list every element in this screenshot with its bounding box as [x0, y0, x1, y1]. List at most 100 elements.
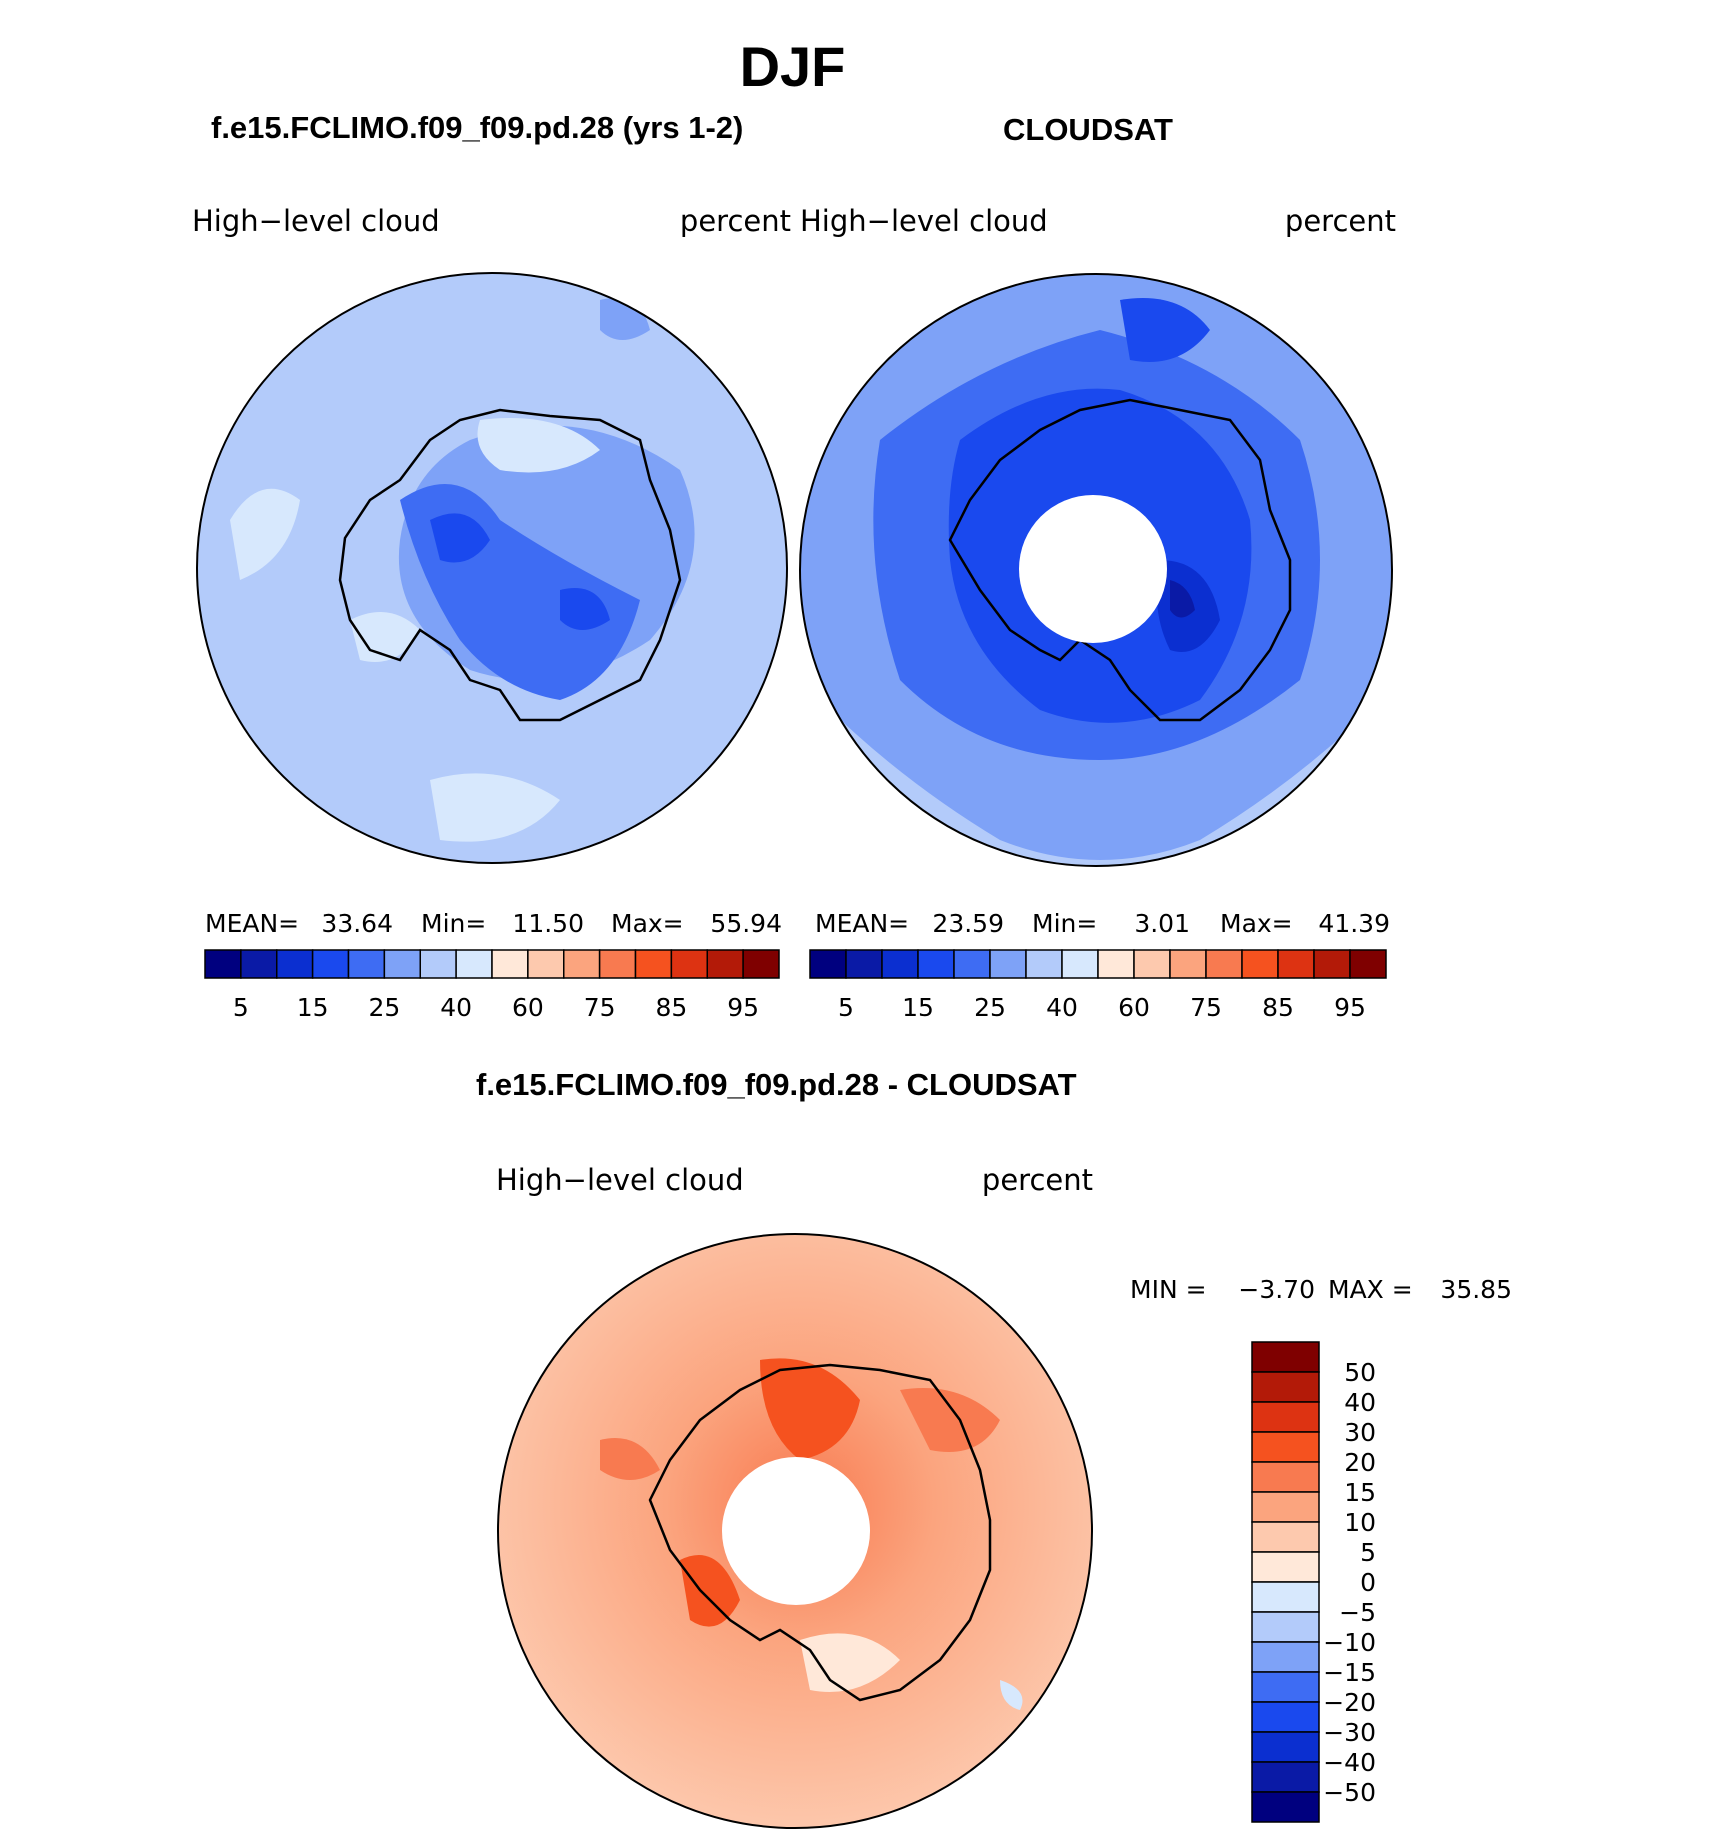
panel3-map — [497, 1233, 1093, 1829]
panel1-colorbar-swatch — [204, 949, 242, 979]
panel1-colorbar: 5 15 25 40 60 75 85 95 — [204, 949, 780, 1022]
panel1-colorbar-swatch — [706, 949, 744, 979]
panel1-mean-value: 33.64 — [321, 909, 393, 938]
panel3-colorbar-swatch — [1251, 1491, 1320, 1523]
panel3-colorbar-tick-label: −20 — [1323, 1688, 1376, 1717]
panel1-colorbar-tick-label: 15 — [297, 993, 329, 1022]
panel2-left-label: High−level cloud — [800, 204, 1048, 238]
panel3-colorbar-swatch — [1251, 1611, 1320, 1643]
panel3-colorbar-swatch — [1251, 1521, 1320, 1553]
panel1-title: f.e15.FCLIMO.f09_f09.pd.28 (yrs 1-2) — [211, 110, 744, 145]
panel1-map — [196, 272, 788, 864]
panel3-colorbar-swatch — [1251, 1581, 1320, 1613]
panel1-min-label: Min= — [421, 909, 486, 938]
panel1-right-label: percent — [680, 204, 791, 238]
panel2-colorbar-tick-label: 5 — [838, 993, 854, 1022]
panel1-max-label: Max= — [611, 909, 684, 938]
panel3-colorbar-swatch — [1251, 1431, 1320, 1463]
panel1-left-label: High−level cloud — [192, 204, 440, 238]
panel2-max-value: 41.39 — [1318, 909, 1390, 938]
panel2-colorbar-tick-label: 25 — [974, 993, 1006, 1022]
panel3-colorbar-swatch — [1251, 1551, 1320, 1583]
panel2-colorbar-swatch — [1025, 949, 1063, 979]
panel3-colorbar-swatch — [1251, 1371, 1320, 1403]
panel1-colorbar-swatch — [634, 949, 673, 979]
panel2-colorbar-swatch — [917, 949, 955, 979]
panel3-colorbar-tick-label: 50 — [1344, 1358, 1376, 1387]
panel1-colorbar-swatch — [527, 949, 565, 979]
panel1-colorbar-swatch — [419, 949, 457, 979]
panel1-colorbar-swatch — [598, 949, 637, 979]
panel1-colorbar-swatch — [347, 949, 386, 979]
panel1-colorbar-tick-label: 85 — [655, 993, 687, 1022]
panel1-colorbar-tick-label: 75 — [584, 993, 616, 1022]
panel3-colorbar-tick-label: 10 — [1344, 1508, 1376, 1537]
panel3-min-label: MIN = — [1130, 1275, 1207, 1304]
panel1-colorbar-tick-label: 40 — [440, 993, 472, 1022]
panel2-colorbar-swatch — [845, 949, 883, 979]
panel1-colorbar-swatch — [383, 949, 421, 979]
panel2-colorbar-swatch — [1349, 949, 1387, 979]
panel3-left-label: High−level cloud — [496, 1163, 744, 1197]
panel3-colorbar-tick-label: 15 — [1344, 1478, 1376, 1507]
panel3-colorbar-tick-label: −5 — [1339, 1598, 1376, 1627]
panel1-colorbar-swatch — [311, 949, 350, 979]
panel3-colorbar-swatch — [1251, 1791, 1320, 1823]
panel1-colorbar-swatch — [240, 949, 278, 979]
panel2-colorbar-swatch — [1205, 949, 1243, 979]
panel3-colorbar-swatch — [1251, 1401, 1320, 1433]
panel3-max-label: MAX = — [1328, 1275, 1413, 1304]
panel1-colorbar-swatch — [491, 949, 529, 979]
panel3-right-label: percent — [982, 1163, 1093, 1197]
panel1-colorbar-swatch — [455, 949, 493, 979]
panel2-colorbar-swatch — [1241, 949, 1279, 979]
panel3-colorbar-tick-label: −15 — [1323, 1658, 1376, 1687]
panel2-colorbar-tick-label: 95 — [1334, 993, 1366, 1022]
panel3-colorbar-tick-label: −10 — [1323, 1628, 1376, 1657]
panel2-colorbar-swatch — [1133, 949, 1171, 979]
panel2-title: CLOUDSAT — [1003, 112, 1173, 147]
panel2-colorbar-swatch — [1169, 949, 1207, 979]
panel2-colorbar-tick-label: 60 — [1118, 993, 1150, 1022]
panel2-map — [799, 273, 1393, 867]
panel2-right-label: percent — [1285, 204, 1396, 238]
panel3-title: f.e15.FCLIMO.f09_f09.pd.28 - CLOUDSAT — [476, 1067, 1077, 1102]
panel1-mean-label: MEAN= — [205, 909, 299, 938]
panel2-colorbar-swatch — [881, 949, 919, 979]
panel1-colorbar-swatch — [276, 949, 314, 979]
panel2-colorbar-tick-label: 75 — [1190, 993, 1222, 1022]
panel2-colorbar-swatch — [1097, 949, 1135, 979]
panel3-colorbar-tick-label: −30 — [1323, 1718, 1376, 1747]
panel1-max-value: 55.94 — [710, 909, 782, 938]
panel3-colorbar-swatch — [1251, 1701, 1320, 1733]
panel2-min-value: 3.01 — [1134, 909, 1190, 938]
panel1-colorbar-tick-label: 95 — [727, 993, 759, 1022]
panel3-colorbar-swatch — [1251, 1461, 1320, 1493]
panel3-colorbar-tick-label: 30 — [1344, 1418, 1376, 1447]
panel3-colorbar-tick-label: 20 — [1344, 1448, 1376, 1477]
panel1-colorbar-swatch — [670, 949, 708, 979]
panel2-colorbar-tick-label: 40 — [1046, 993, 1078, 1022]
panel3-colorbar-tick-label: −40 — [1323, 1748, 1376, 1777]
panel3-colorbar-tick-label: 5 — [1360, 1538, 1376, 1567]
panel2-colorbar-swatch — [1061, 949, 1099, 979]
panel2-colorbar-swatch — [1277, 949, 1315, 979]
panel3-colorbar-swatch — [1251, 1641, 1320, 1673]
panel3-colorbar-tick-label: 40 — [1344, 1388, 1376, 1417]
panel3-colorbar-swatch — [1251, 1341, 1320, 1373]
panel1-colorbar-swatch — [742, 949, 780, 979]
panel3-colorbar-tick-label: 0 — [1360, 1568, 1376, 1597]
panel2-mean-value: 23.59 — [932, 909, 1004, 938]
panel2-colorbar-tick-label: 15 — [902, 993, 934, 1022]
panel2-max-label: Max= — [1220, 909, 1293, 938]
panel1-colorbar-tick-label: 60 — [512, 993, 544, 1022]
panel2-mean-label: MEAN= — [815, 909, 909, 938]
panel3-colorbar-swatch — [1251, 1731, 1320, 1763]
panel3-colorbar-swatch — [1251, 1671, 1320, 1703]
panel2-colorbar-swatch — [953, 949, 991, 979]
panel3-min-value: −3.70 — [1238, 1275, 1315, 1304]
page-title: DJF — [739, 35, 846, 98]
panel1-colorbar-tick-label: 25 — [368, 993, 400, 1022]
